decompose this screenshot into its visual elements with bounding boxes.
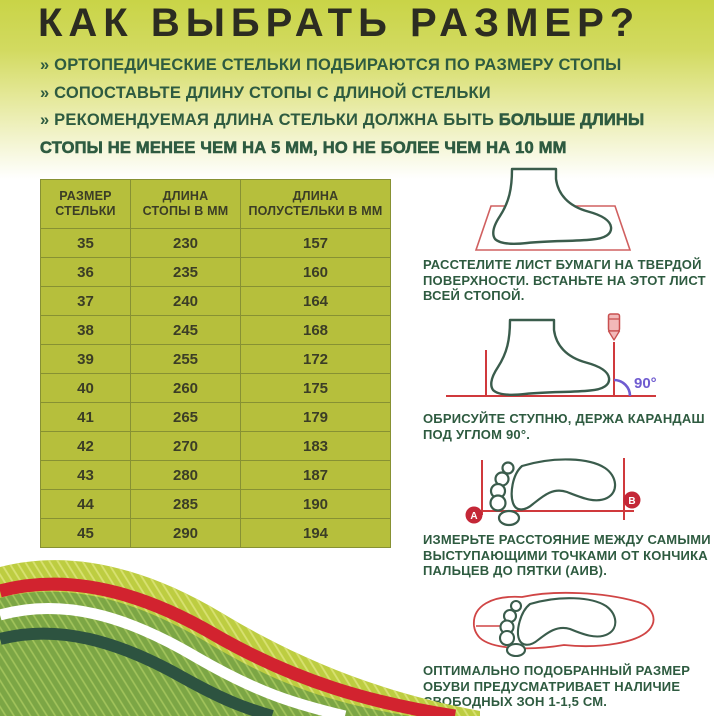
cell-insole-size: 37: [40, 286, 131, 316]
page-title: КАК ВЫБРАТЬ РАЗМЕР?: [38, 1, 641, 45]
cell-insole-size: 40: [40, 373, 131, 403]
white-band: [0, 602, 347, 716]
cell-foot-length: 255: [130, 344, 241, 374]
cell-insole-size: 36: [40, 257, 131, 287]
size-table-row: 42 270 183: [40, 431, 391, 461]
size-table-row: 39 255 172: [40, 344, 391, 374]
cell-insole-size: 39: [40, 344, 131, 374]
cell-half-insole-length: 172: [240, 344, 391, 374]
foot-side-outline: [492, 167, 613, 245]
size-table-row: 43 280 187: [40, 460, 391, 490]
dark-green-band: [0, 627, 274, 716]
cell-half-insole-length: 160: [240, 257, 391, 287]
size-table-row: 37 240 164: [40, 286, 391, 316]
cell-insole-size: 41: [40, 402, 131, 432]
cell-insole-size: 44: [40, 489, 131, 519]
size-table-row: 44 285 190: [40, 489, 391, 519]
step-4-caption: ОПТИМАЛЬНО ПОДОБРАННЫЙ РАЗМЕР ОБУВИ ПРЕД…: [423, 663, 691, 709]
cell-half-insole-length: 183: [240, 431, 391, 461]
intro-line-3-text: » РЕКОМЕНДУЕМАЯ ДЛИНА СТЕЛЬКИ ДОЛЖНА БЫТ…: [40, 111, 499, 129]
intro-line-3-bold: БОЛЬШЕ ДЛИНЫ: [498, 111, 645, 130]
cell-insole-size: 43: [40, 460, 131, 490]
cell-foot-length: 245: [130, 315, 241, 345]
cell-foot-length: 285: [130, 489, 241, 519]
cell-half-insole-length: 194: [240, 518, 391, 548]
point-b-label: В: [628, 496, 635, 507]
cell-half-insole-length: 164: [240, 286, 391, 316]
cell-foot-length: 270: [130, 431, 241, 461]
cell-half-insole-length: 175: [240, 373, 391, 403]
size-table-row: 41 265 179: [40, 402, 391, 432]
cell-half-insole-length: 179: [240, 402, 391, 432]
point-a-label: А: [470, 511, 477, 522]
intro-line-1-text: » ОРТОПЕДИЧЕСКИЕ СТЕЛЬКИ ПОДБИРАЮТСЯ ПО …: [40, 56, 622, 74]
size-table-row: 40 260 175: [40, 373, 391, 403]
cell-half-insole-length: 187: [240, 460, 391, 490]
intro-line-4: СТОПЫ НЕ МЕНЕЕ ЧЕМ НА 5 ММ, НО НЕ БОЛЕЕ …: [40, 135, 700, 163]
cell-foot-length: 290: [130, 518, 241, 548]
footprint-outline: [489, 458, 617, 527]
angle-90-label: 90°: [634, 375, 657, 392]
cell-insole-size: 45: [40, 518, 131, 548]
step-2-caption: ОБРИСУЙТЕ СТУПНЮ, ДЕРЖА КАРАНДАШ ПОД УГЛ…: [423, 411, 705, 442]
cell-foot-length: 240: [130, 286, 241, 316]
point-b-badge: В: [623, 491, 641, 509]
cell-insole-size: 35: [40, 228, 131, 258]
cell-foot-length: 265: [130, 402, 241, 432]
shoe-outline: [473, 591, 655, 650]
cell-foot-length: 260: [130, 373, 241, 403]
intro-line-2: » СОПОСТАВЬТЕ ДЛИНУ СТОПЫ С ДЛИНОЙ СТЕЛЬ…: [40, 80, 700, 108]
red-band: [0, 577, 456, 716]
foot-side-outline: [490, 318, 611, 396]
intro-line-2-text: » СОПОСТАВЬТЕ ДЛИНУ СТОПЫ С ДЛИНОЙ СТЕЛЬ…: [40, 83, 491, 102]
cell-foot-length: 280: [130, 460, 241, 490]
point-a-badge: А: [465, 506, 483, 524]
footprint-outline: [498, 597, 617, 658]
size-table-row: 45 290 194: [40, 518, 391, 548]
cell-half-insole-length: 190: [240, 489, 391, 519]
intro-line-3: » РЕКОМЕНДУЕМАЯ ДЛИНА СТЕЛЬКИ ДОЛЖНА БЫТ…: [40, 107, 700, 135]
angle-arc: [613, 378, 632, 397]
cell-insole-size: 42: [40, 431, 131, 461]
step-1-caption: РАССТЕЛИТЕ ЛИСТ БУМАГИ НА ТВЕРДОЙ ПОВЕРХ…: [423, 257, 706, 303]
cell-half-insole-length: 157: [240, 228, 391, 258]
col-header-half-insole-length: ДЛИНА ПОЛУСТЕЛЬКИ В ММ: [240, 179, 391, 229]
foot-on-paper-illustration: [474, 167, 632, 251]
wave-decoration: [0, 560, 480, 716]
intro-line-4-bold: СТОПЫ НЕ МЕНЕЕ ЧЕМ НА 5 ММ, НО НЕ БОЛЕЕ …: [40, 138, 567, 157]
size-table-row: 36 235 160: [40, 257, 391, 287]
inner-area-hatch: [0, 591, 410, 716]
shoe-fit-illustration: [473, 591, 655, 658]
col-header-insole-size: РАЗМЕР СТЕЛЬКИ: [40, 179, 131, 229]
size-table: РАЗМЕР СТЕЛЬКИ ДЛИНА СТОПЫ В ММ ДЛИНА ПО…: [40, 179, 391, 548]
cell-foot-length: 230: [130, 228, 241, 258]
intro-bullets: » ОРТОПЕДИЧЕСКИЕ СТЕЛЬКИ ПОДБИРАЮТСЯ ПО …: [40, 52, 700, 162]
cell-half-insole-length: 168: [240, 315, 391, 345]
size-table-row: 38 245 168: [40, 315, 391, 345]
measure-footprint-illustration: А В: [465, 458, 641, 527]
cell-foot-length: 235: [130, 257, 241, 287]
trace-foot-illustration: 90°: [446, 313, 657, 397]
step-3-caption: ИЗМЕРЬТЕ РАССТОЯНИЕ МЕЖДУ САМЫМИ ВЫСТУПА…: [423, 532, 711, 578]
pencil-icon: [607, 313, 621, 341]
size-table-header-row: РАЗМЕР СТЕЛЬКИ ДЛИНА СТОПЫ В ММ ДЛИНА ПО…: [40, 179, 391, 229]
col-header-foot-length: ДЛИНА СТОПЫ В ММ: [130, 179, 241, 229]
size-table-row: 35 230 157: [40, 228, 391, 258]
cell-insole-size: 38: [40, 315, 131, 345]
size-table-body: 35 230 157 36 235 160 37 240 164 38 245 …: [40, 228, 391, 548]
intro-line-1: » ОРТОПЕДИЧЕСКИЕ СТЕЛЬКИ ПОДБИРАЮТСЯ ПО …: [40, 52, 700, 80]
